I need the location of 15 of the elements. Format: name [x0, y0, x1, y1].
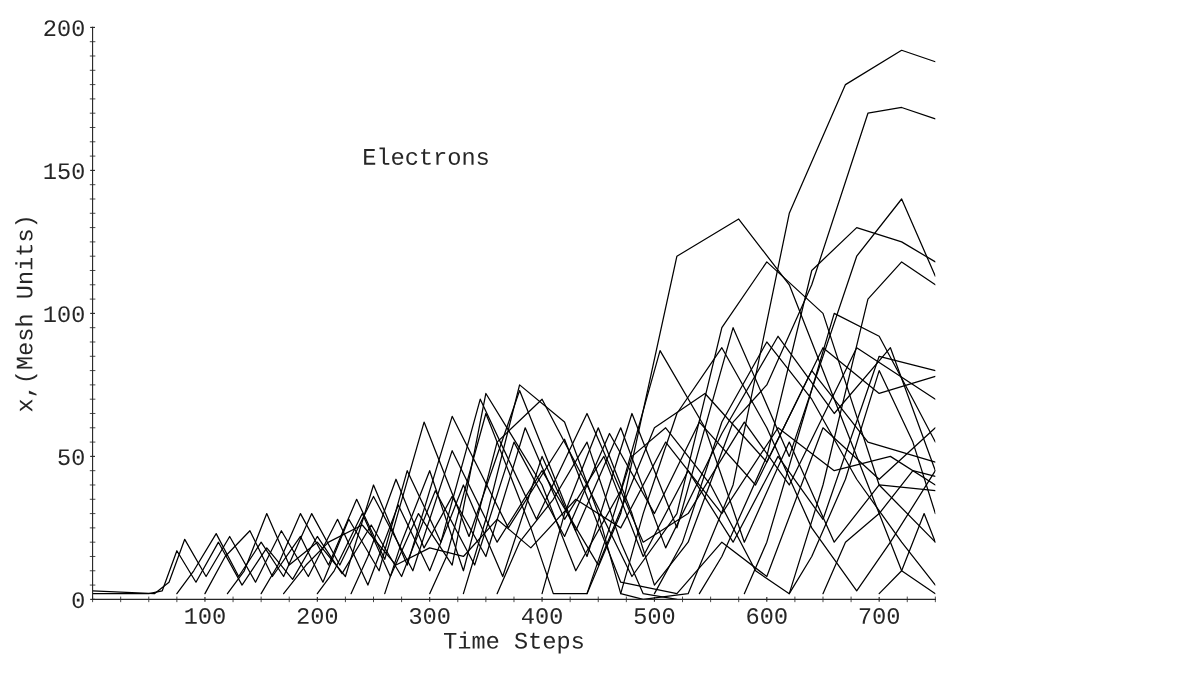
- annotation: Electrons: [364, 147, 488, 165]
- x-tick-label: 300: [409, 607, 450, 625]
- x-axis-title: Time Steps: [444, 631, 583, 654]
- y-tick-label: 100: [44, 306, 84, 323]
- x-tick-label: 100: [185, 607, 225, 625]
- y-tick-label: 150: [44, 163, 84, 180]
- x-tick-label: 200: [297, 607, 338, 625]
- y-tick-label: 0: [72, 592, 84, 609]
- x-tick-label: 400: [522, 607, 562, 625]
- y-tick-label: 200: [44, 20, 84, 37]
- x-tick-label: 500: [634, 607, 675, 625]
- y-tick-label: 50: [58, 449, 84, 466]
- x-tick-label: 600: [747, 607, 787, 625]
- y-axis-title: x,(Mesh Units): [15, 218, 38, 412]
- x-tick-label: 700: [859, 607, 899, 625]
